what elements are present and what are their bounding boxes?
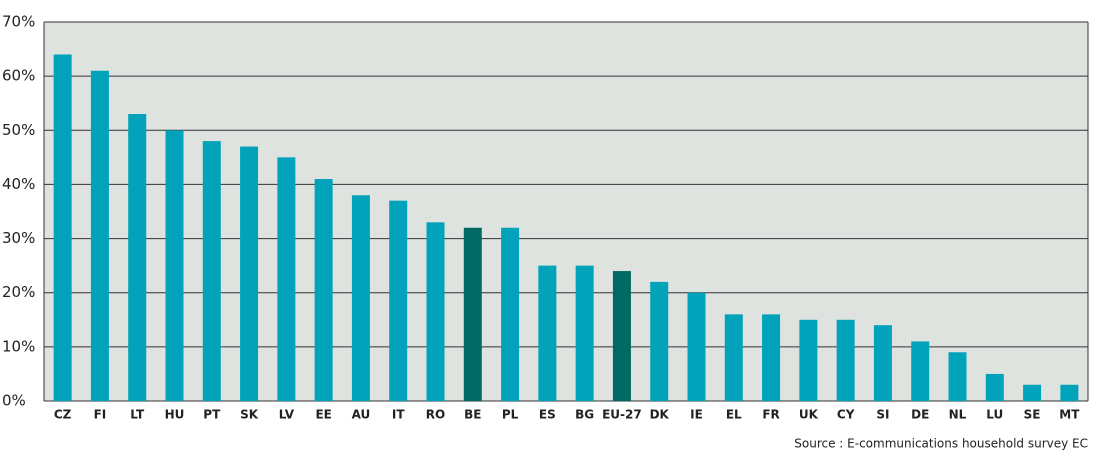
bar [128,114,147,402]
x-tick-label: CY [837,408,855,422]
bar [575,265,594,401]
x-tick-label: FI [94,408,107,422]
bar [650,281,669,401]
bar [762,314,781,401]
x-tick-label: RO [426,408,445,422]
x-tick-label: EE [315,408,331,422]
x-tick-label: SK [240,408,259,422]
bar [1060,384,1079,401]
bar [463,227,482,401]
bar [873,325,892,401]
y-tick-label: 50% [2,121,35,139]
bar [277,157,296,401]
bar [948,352,967,401]
bar [90,70,109,401]
x-tick-label: EU-27 [602,408,642,422]
x-tick-label: NL [949,408,967,422]
bar [389,200,408,401]
x-tick-label: ES [539,408,556,422]
bar [538,265,557,401]
x-tick-label: DK [650,408,670,422]
y-tick-label: 0% [2,392,26,410]
x-tick-label: BG [575,408,594,422]
y-tick-label: 40% [2,175,35,193]
bar [724,314,743,401]
bar [202,141,221,401]
source-note: Source : E-communications household surv… [794,437,1088,451]
x-tick-label: EL [726,408,742,422]
bar [314,179,333,401]
x-tick-label: FR [762,408,779,422]
bar [165,130,184,402]
x-tick-label: HU [165,408,185,422]
bar [985,373,1004,401]
x-tick-label: PL [502,408,519,422]
bar [612,271,631,401]
x-tick-label: UK [799,408,819,422]
bar [836,319,855,401]
bar [240,146,259,401]
x-tick-label: SI [876,408,889,422]
bar [53,54,72,401]
bar [799,319,818,401]
x-tick-label: LV [279,408,295,422]
y-tick-label: 20% [2,283,35,301]
x-tick-label: IT [392,408,405,422]
x-tick-label: LT [130,408,145,422]
bar [687,292,706,401]
bar [911,341,930,401]
x-tick-label: SE [1024,408,1041,422]
x-tick-label: PT [203,408,221,422]
y-tick-label: 30% [2,229,35,247]
y-tick-label: 60% [2,67,35,85]
x-tick-label: BE [464,408,481,422]
bar [351,195,370,401]
x-tick-label: AU [352,408,371,422]
x-tick-label: MT [1059,408,1080,422]
x-tick-label: DE [911,408,929,422]
x-tick-label: CZ [54,408,72,422]
y-tick-label: 10% [2,337,35,355]
x-tick-label: LU [986,408,1003,422]
x-tick-label: IE [690,408,703,422]
y-tick-label: 70% [2,13,35,31]
plot-area [44,22,1088,401]
bar [426,222,445,401]
bar [1023,384,1042,401]
bar [501,227,520,401]
